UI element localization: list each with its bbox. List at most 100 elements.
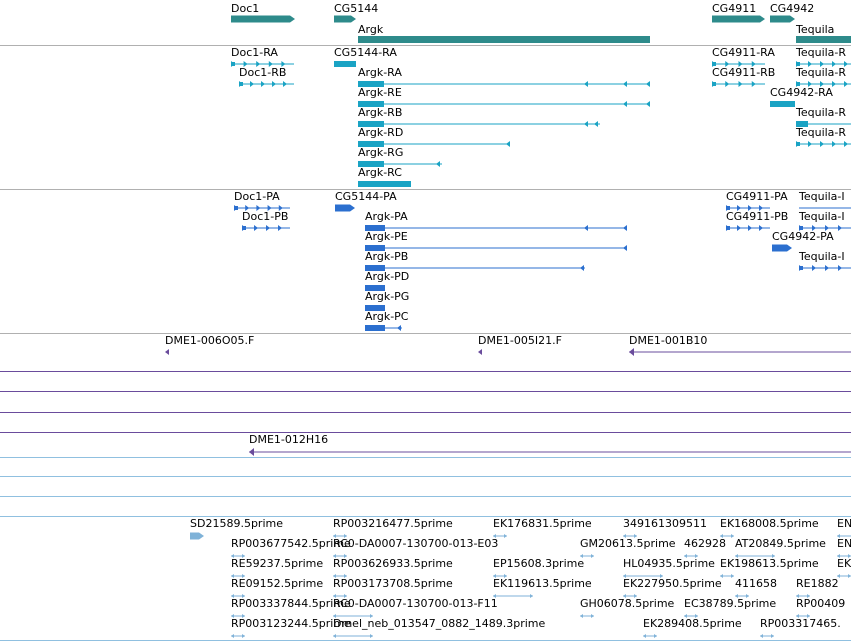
est-label[interactable]: RP003677542.5prime <box>231 537 351 550</box>
flybase-transcript-label[interactable]: Argk-RA <box>358 66 402 79</box>
est-label[interactable]: RC0-DA0007-130700-013-F11 <box>333 597 498 610</box>
est-label[interactable]: SD21589.5prime <box>190 517 283 530</box>
refseq-transcript-label[interactable]: Argk-PB <box>365 250 409 263</box>
est-end-arrow <box>796 594 799 598</box>
flybase-transcript-glyph-exon-arrow <box>820 81 824 87</box>
bac-clone-label[interactable]: DME1-005I21.F <box>478 334 562 347</box>
refseq-transcript-label[interactable]: CG4911-PA <box>726 190 788 203</box>
est-label[interactable]: RE59237.5prime <box>231 557 324 570</box>
flybase-transcript-label[interactable]: Tequila-R <box>796 46 847 59</box>
flybase-exon-arrow <box>584 121 588 127</box>
est-end-arrow <box>623 534 626 538</box>
flybase-transcript-label[interactable]: CG4911-RB <box>712 66 776 79</box>
est-label[interactable]: RP003626933.5prime <box>333 557 453 570</box>
refseq-transcript-glyph-exon-arrow <box>748 225 752 231</box>
est-label[interactable]: RC0-DA0007-130700-013-E03 <box>333 537 499 550</box>
flybase-transcript-label[interactable]: CG4911-RA <box>712 46 775 59</box>
est-end-arrow <box>504 574 507 578</box>
est-label[interactable]: GM20613.5prime <box>580 537 676 550</box>
est-label[interactable]: RP003123244.5prime <box>231 617 351 630</box>
est-label[interactable]: GH06078.5prime <box>580 597 675 610</box>
refseq-transcript-label[interactable]: CG4911-PB <box>726 210 789 223</box>
est-label[interactable]: EP15608.3prime <box>493 557 585 570</box>
refseq-transcript-label[interactable]: Tequila-I <box>799 190 845 203</box>
gene-label[interactable]: CG4942 <box>770 2 815 15</box>
est-label[interactable]: RP003173708.5prime <box>333 577 453 590</box>
est-label[interactable]: EN <box>837 537 851 550</box>
refseq-transcript-label[interactable]: Argk-PD <box>365 270 410 283</box>
gene-label[interactable]: Tequila <box>796 23 835 36</box>
refseq-transcript-glyph-exon-arrow <box>266 225 270 231</box>
est-label[interactable]: RP003317465. <box>760 617 841 630</box>
est-label[interactable]: RE09152.5prime <box>231 577 324 590</box>
refseq-transcript-label[interactable]: Argk-PE <box>365 230 408 243</box>
refseq-transcript-label[interactable]: Argk-PG <box>365 290 410 303</box>
flybase-transcript-glyph-exon-arrow <box>268 61 273 67</box>
refseq-transcript-label[interactable]: Doc1-PB <box>242 210 289 223</box>
bac-clone-label[interactable]: DME1-006O05.F <box>165 334 255 347</box>
est-label[interactable]: EK <box>837 557 851 570</box>
flybase-exon-arrow <box>646 81 650 87</box>
refseq-transcript-glyph <box>365 245 385 251</box>
bac-clone-label[interactable]: DME1-001B10 <box>629 334 708 347</box>
est-label[interactable]: RP003337844.5prime <box>231 597 351 610</box>
flybase-exon-arrow <box>436 161 440 167</box>
est-label[interactable]: 462928 <box>684 537 726 550</box>
gene-label[interactable]: Argk <box>358 23 384 36</box>
refseq-transcript-label[interactable]: Doc1-PA <box>234 190 280 203</box>
est-label[interactable]: EK119613.5prime <box>493 577 592 590</box>
flybase-transcript-label[interactable]: Argk-RE <box>358 86 402 99</box>
flybase-transcript-label[interactable]: Tequila-R <box>796 106 847 119</box>
est-label[interactable]: Dmel_neb_013547_0882_1489.3prime <box>333 617 546 630</box>
refseq-transcript-label[interactable]: CG4942-PA <box>772 230 834 243</box>
flybase-transcript-label[interactable]: CG4942-RA <box>770 86 833 99</box>
flybase-transcript-label[interactable]: Argk-RD <box>358 126 404 139</box>
flybase-transcript-label[interactable]: Doc1-RA <box>231 46 278 59</box>
est-label[interactable]: RP003216477.5prime <box>333 517 453 530</box>
refseq-transcript-glyph-exon-arrow <box>254 225 258 231</box>
est-end-arrow <box>720 574 723 578</box>
flybase-exon-arrow <box>646 101 650 107</box>
flybase-transcript-label[interactable]: CG5144-RA <box>334 46 397 59</box>
refseq-transcript-label[interactable]: Argk-PC <box>365 310 409 323</box>
refseq-transcript-glyph-exon-arrow <box>278 205 283 211</box>
refseq-transcript-label[interactable]: CG5144-PA <box>335 190 397 203</box>
est-label[interactable]: 349161309511 <box>623 517 707 530</box>
est-label[interactable]: RP00409 <box>796 597 846 610</box>
est-label[interactable]: HL04935.5prime <box>623 557 715 570</box>
gene-label[interactable]: CG5144 <box>334 2 379 15</box>
est-label[interactable]: EK198613.5prime <box>720 557 819 570</box>
flybase-transcript-glyph-exon-arrow <box>738 81 743 87</box>
est-end-arrow <box>623 594 626 598</box>
refseq-transcript-label[interactable]: Tequila-I <box>799 250 845 263</box>
gene-label[interactable]: Doc1 <box>231 2 260 15</box>
est-label[interactable]: RE1882 <box>796 577 839 590</box>
est-label[interactable]: EC38789.5prime <box>684 597 777 610</box>
flybase-transcript-label[interactable]: Tequila-R <box>796 66 847 79</box>
est-label[interactable]: EK289408.5prime <box>643 617 742 630</box>
est-end-arrow <box>242 634 245 638</box>
refseq-transcript-glyph-exon-arrow <box>737 205 741 211</box>
est-label[interactable]: 411658 <box>735 577 777 590</box>
est-end-arrow <box>344 554 347 558</box>
est-label[interactable]: EN <box>837 517 851 530</box>
est-end-arrow <box>746 594 749 598</box>
est-label[interactable]: EK176831.5prime <box>493 517 592 530</box>
flybase-transcript-label[interactable]: Argk-RG <box>358 146 404 159</box>
refseq-transcript-label[interactable]: Tequila-I <box>799 210 845 223</box>
est-label[interactable]: EK227950.5prime <box>623 577 722 590</box>
flybase-transcript-label[interactable]: Argk-RB <box>358 106 403 119</box>
flybase-exon-arrow <box>623 101 627 107</box>
est-end-arrow <box>580 614 583 618</box>
est-label[interactable]: EK168008.5prime <box>720 517 819 530</box>
bac-clone-label[interactable]: DME1-012H16 <box>249 433 329 446</box>
gene-label[interactable]: CG4911 <box>712 2 757 15</box>
flybase-transcript-label[interactable]: Tequila-R <box>796 126 847 139</box>
refseq-transcript-glyph-exon-arrow <box>245 205 250 211</box>
flybase-transcript-label[interactable]: Argk-RC <box>358 166 402 179</box>
refseq-transcript-label[interactable]: Argk-PA <box>365 210 408 223</box>
flybase-transcript-glyph-exon-arrow <box>738 61 743 67</box>
flybase-transcript-label[interactable]: Doc1-RB <box>239 66 287 79</box>
est-label[interactable]: AT20849.5prime <box>735 537 826 550</box>
